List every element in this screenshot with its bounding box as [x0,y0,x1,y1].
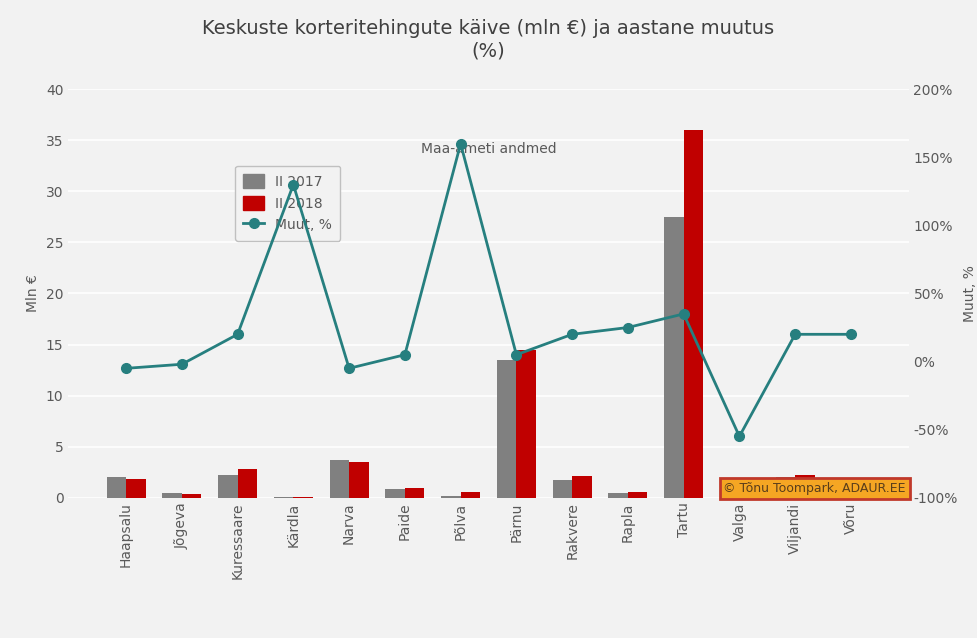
Bar [237,469,257,498]
Y-axis label: Muut, %: Muut, % [963,265,977,322]
Bar [720,492,740,498]
Bar [795,475,815,498]
Bar [218,475,237,498]
Legend: II 2017, II 2018, Muut, %: II 2017, II 2018, Muut, % [235,166,340,241]
Bar [740,496,759,498]
Bar [776,477,795,498]
Bar [460,492,480,498]
Text: Keskuste korteritehingute käive (mln €) ja aastane muutus
(%): Keskuste korteritehingute käive (mln €) … [202,19,775,60]
Bar [385,489,404,498]
Bar [404,489,424,498]
Bar [609,493,628,498]
Bar [831,486,851,498]
Bar [684,130,703,498]
Bar [497,360,517,498]
Bar [851,484,871,498]
Bar [517,350,536,498]
Bar [182,494,201,498]
Bar [106,477,126,498]
Bar [664,217,684,498]
Bar [329,460,349,498]
Bar [349,462,368,498]
Bar [553,480,573,498]
Bar [573,476,592,498]
Bar [126,479,146,498]
Text: Maa-ameti andmed: Maa-ameti andmed [421,142,556,156]
Bar [628,492,648,498]
Bar [441,496,460,498]
Y-axis label: Mln €: Mln € [26,274,40,313]
Text: © Tõnu Toompark, ADAUR.EE: © Tõnu Toompark, ADAUR.EE [723,482,906,495]
Bar [162,493,182,498]
Bar [293,497,313,498]
